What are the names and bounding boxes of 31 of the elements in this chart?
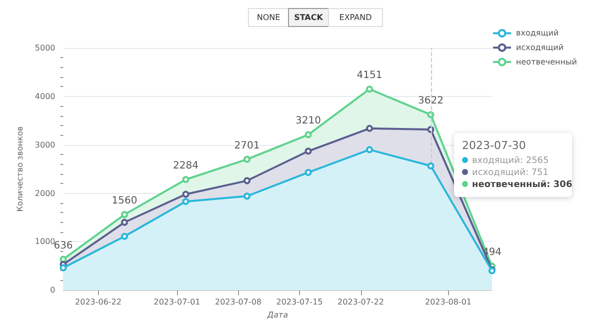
legend-label: входящий xyxy=(516,28,559,38)
text: EXPAND xyxy=(339,13,372,22)
text: STACK xyxy=(294,13,324,22)
total-label: 3210 xyxy=(296,116,321,127)
y-tick-label: 3000 xyxy=(34,140,56,150)
legend-label: неотвеченный xyxy=(516,58,577,66)
y-tick-label: 5000 xyxy=(34,44,56,52)
total-label: 1560 xyxy=(112,196,138,207)
x-tick-label: 2023-08-01 xyxy=(425,298,472,307)
y-tick-label: 1000 xyxy=(34,237,56,246)
x-tick-label: 2023-07-22 xyxy=(338,298,384,307)
annotation: входящий: 2565 xyxy=(471,155,550,167)
y-axis-title: Количество звонков xyxy=(16,126,24,212)
x-tick-label: 2023-06-22 xyxy=(75,298,122,307)
legend-label: исходящий xyxy=(516,43,564,52)
x-tick-label: 2023-07-08 xyxy=(215,298,262,307)
y-tick-label: 0 xyxy=(50,286,56,295)
x-tick-label: 2023-07-01 xyxy=(154,298,200,307)
x-axis-title: Дата xyxy=(266,310,288,320)
total-label: 4151 xyxy=(356,70,382,82)
total-label: 2284 xyxy=(173,160,198,172)
text: NONE xyxy=(256,13,280,22)
total-label: 2701 xyxy=(234,140,260,152)
annotation: неотвеченный: 306 xyxy=(471,179,572,191)
x-tick-label: 2023-07-15 xyxy=(276,298,323,307)
y-tick-label: 4000 xyxy=(34,92,56,101)
total-label: 636 xyxy=(54,240,73,252)
annotation: исходящий: 751 xyxy=(471,167,550,179)
annotation: 2023-07-30 xyxy=(462,139,527,152)
y-tick-label: 2000 xyxy=(34,188,56,198)
total-label: 3622 xyxy=(418,96,444,107)
